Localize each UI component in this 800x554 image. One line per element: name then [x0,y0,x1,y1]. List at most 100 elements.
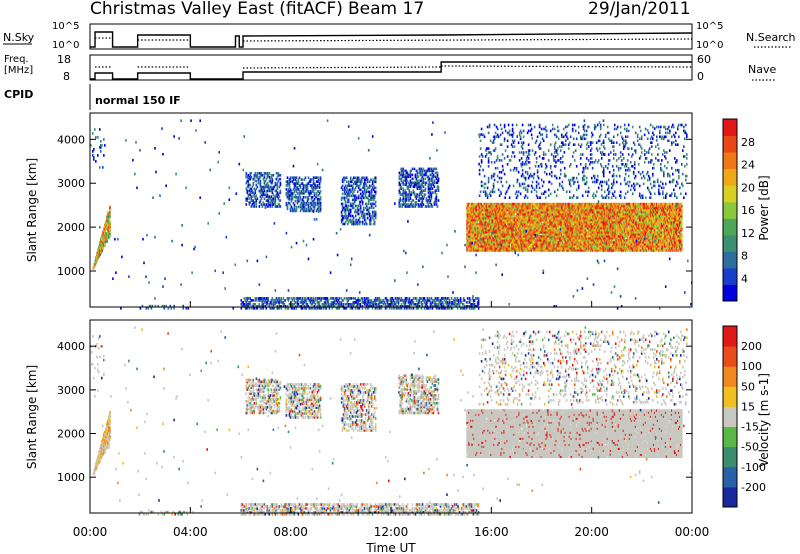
range-cell [416,183,419,186]
range-cell [483,218,485,222]
range-cell [354,204,357,208]
range-cell [417,181,420,185]
range-cell [259,174,262,177]
range-cell [262,193,265,197]
range-cell [474,202,476,206]
range-cell [483,239,485,242]
range-cell [293,184,296,187]
range-cell [434,197,437,200]
cpid-value: normal 150 IF [95,94,181,107]
range-cell [357,184,360,188]
range-cell [312,180,315,183]
range-cell [94,262,97,266]
range-cell [345,196,348,200]
range-cell [437,187,440,190]
range-cell [248,197,251,200]
range-cell [263,185,266,189]
range-cell [474,241,476,244]
range-cell [245,181,248,185]
range-cell [104,236,106,239]
range-cell [473,208,475,212]
range-cell [432,175,435,179]
range-cell [286,184,289,187]
range-cell [424,169,427,173]
range-cell [476,204,478,208]
range-cell [482,243,484,246]
range-cell [472,218,474,222]
range-cell [286,203,289,207]
range-cell [352,182,355,186]
range-cell [369,216,372,220]
range-cell [405,193,408,196]
range-cell [308,209,311,213]
range-cell [477,216,479,220]
range-cell [101,240,103,243]
range-cell [355,210,358,214]
range-cell [471,214,473,218]
range-cell [368,214,371,218]
range-cell [363,212,366,216]
range-cell [109,233,111,236]
range-cell [258,175,261,179]
range-cell [343,176,346,180]
range-cell [306,199,309,203]
range-cell [291,192,294,195]
range-cell [373,180,376,184]
range-cell [311,190,314,193]
range-cell [374,204,377,208]
range-cell [346,216,349,220]
range-cell [301,205,304,209]
range-cell [422,177,425,181]
range-cell [434,167,437,171]
range-cell [365,190,368,194]
range-cell [344,188,347,192]
range-cell [356,222,359,226]
range-cell [477,208,479,212]
range-cell [482,204,484,208]
range-cell [98,246,100,249]
range-cell [475,239,477,242]
range-cell [354,182,357,186]
range-cell [349,210,352,214]
range-cell [363,184,366,188]
range-cell [285,201,288,205]
range-cell [477,204,479,208]
range-cell [469,249,471,252]
range-cell [476,226,478,230]
range-cell [261,195,264,198]
range-cell [358,222,361,226]
range-cell [252,183,255,187]
range-cell [476,216,478,220]
range-cell [484,245,486,248]
range-cell [252,201,255,204]
range-cell [292,209,295,213]
range-cell [357,186,360,190]
range-cell [485,212,487,216]
range-cell [362,184,365,188]
range-cell [437,189,440,192]
range-cell [430,185,433,188]
range-cell [343,186,346,190]
range-cell [304,176,307,179]
range-cell [422,197,425,200]
range-cell [474,226,476,230]
range-cell [360,178,363,182]
range-cell [472,210,474,214]
range-cell [307,195,310,199]
range-cell [297,205,300,209]
range-cell [478,212,480,216]
range-cell [269,205,272,208]
range-cell [303,209,306,213]
range-cell [312,188,315,191]
range-cell [481,216,483,220]
range-cell [374,214,377,218]
range-cell [483,202,485,206]
range-cell [270,199,273,202]
range-cell [471,226,473,230]
range-cell [374,186,377,190]
range-cell [105,236,107,240]
range-cell [437,185,440,188]
range-cell [340,186,343,190]
range-cell [353,188,356,192]
range-cell [470,235,472,238]
